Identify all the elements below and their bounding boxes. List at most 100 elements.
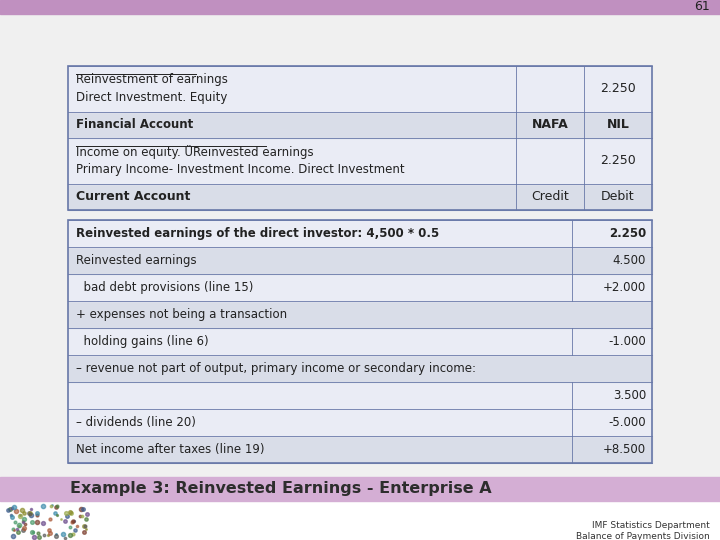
- Point: [28, 533, 40, 540]
- Point: [24, 509, 35, 518]
- Text: -5.000: -5.000: [608, 416, 646, 429]
- Point: [18, 509, 30, 517]
- Text: holding gains (line 6): holding gains (line 6): [76, 335, 209, 348]
- Point: [57, 530, 68, 539]
- Point: [8, 502, 19, 511]
- Point: [16, 506, 27, 515]
- Bar: [68, 355, 652, 382]
- Text: 2.250: 2.250: [608, 227, 646, 240]
- Point: [64, 523, 76, 531]
- Text: +8.500: +8.500: [603, 443, 646, 456]
- Point: [3, 505, 14, 514]
- Point: [59, 516, 71, 525]
- Text: 61: 61: [694, 1, 710, 14]
- Point: [7, 525, 19, 534]
- Text: Financial Account: Financial Account: [76, 118, 193, 132]
- Point: [68, 517, 80, 526]
- Point: [17, 517, 29, 526]
- Point: [69, 526, 81, 535]
- Bar: [68, 409, 652, 436]
- Point: [12, 528, 24, 536]
- Point: [4, 504, 15, 513]
- Point: [31, 509, 42, 517]
- Point: [7, 531, 19, 540]
- Point: [5, 511, 17, 520]
- Text: IMF Statistics Department: IMF Statistics Department: [593, 521, 710, 530]
- Text: Credit: Credit: [531, 191, 569, 204]
- Point: [19, 519, 31, 528]
- Text: bad debt provisions (line 15): bad debt provisions (line 15): [76, 281, 253, 294]
- Bar: [68, 274, 652, 301]
- Text: 2.250: 2.250: [600, 83, 636, 96]
- Text: Reinvested earnings: Reinvested earnings: [76, 254, 197, 267]
- Point: [6, 503, 17, 512]
- Point: [23, 508, 35, 517]
- Bar: [68, 184, 652, 210]
- Point: [75, 504, 86, 513]
- Point: [18, 514, 30, 523]
- Point: [51, 510, 63, 519]
- Text: + expenses not being a transaction: + expenses not being a transaction: [76, 308, 287, 321]
- Point: [65, 509, 76, 517]
- Point: [33, 532, 45, 540]
- Point: [78, 521, 90, 530]
- Text: -1.000: -1.000: [608, 335, 646, 348]
- Point: [44, 515, 55, 523]
- Text: NAFA: NAFA: [531, 118, 568, 132]
- Point: [80, 515, 91, 523]
- Text: Income on equity. ÜReinvested earnings: Income on equity. ÜReinvested earnings: [76, 145, 314, 159]
- Text: 4.500: 4.500: [613, 254, 646, 267]
- Bar: [0, 477, 720, 501]
- Text: Reinvestment of earnings: Reinvestment of earnings: [76, 73, 228, 86]
- Text: 3.500: 3.500: [613, 389, 646, 402]
- Point: [55, 515, 67, 523]
- Point: [31, 511, 42, 519]
- Bar: [68, 220, 652, 463]
- Bar: [68, 382, 652, 409]
- Point: [68, 517, 79, 525]
- Point: [27, 518, 38, 526]
- Point: [77, 505, 89, 514]
- Point: [24, 510, 36, 519]
- Point: [39, 531, 50, 539]
- Point: [9, 518, 21, 526]
- Point: [17, 517, 28, 525]
- Point: [44, 529, 55, 538]
- Point: [12, 525, 23, 534]
- Point: [66, 517, 78, 526]
- Bar: [68, 436, 652, 463]
- Point: [81, 510, 93, 518]
- Text: – revenue not part of output, primary income or secondary income:: – revenue not part of output, primary in…: [76, 362, 476, 375]
- Point: [50, 508, 61, 517]
- Bar: [68, 301, 652, 328]
- Point: [45, 502, 57, 510]
- Bar: [68, 66, 652, 112]
- Text: Net income after taxes (line 19): Net income after taxes (line 19): [76, 443, 264, 456]
- Point: [50, 532, 62, 540]
- Point: [60, 511, 72, 520]
- Point: [14, 521, 25, 529]
- Point: [43, 525, 55, 534]
- Point: [42, 530, 53, 539]
- Text: NIL: NIL: [606, 118, 629, 132]
- Point: [78, 528, 90, 536]
- Point: [46, 501, 58, 510]
- Point: [60, 509, 72, 517]
- Point: [25, 504, 37, 513]
- Text: Debit: Debit: [601, 191, 635, 204]
- Point: [80, 524, 91, 533]
- Bar: [68, 328, 652, 355]
- Point: [8, 526, 19, 535]
- Point: [10, 507, 22, 516]
- Point: [6, 512, 17, 521]
- Point: [18, 524, 30, 532]
- Text: +2.000: +2.000: [603, 281, 646, 294]
- Bar: [68, 247, 652, 274]
- Bar: [68, 220, 652, 247]
- Point: [26, 511, 37, 519]
- Text: Current Account: Current Account: [76, 191, 190, 204]
- Point: [74, 512, 86, 521]
- Point: [17, 526, 28, 535]
- Text: Example 3: Reinvested Earnings - Enterprise A: Example 3: Reinvested Earnings - Enterpr…: [70, 482, 492, 496]
- Point: [71, 522, 83, 530]
